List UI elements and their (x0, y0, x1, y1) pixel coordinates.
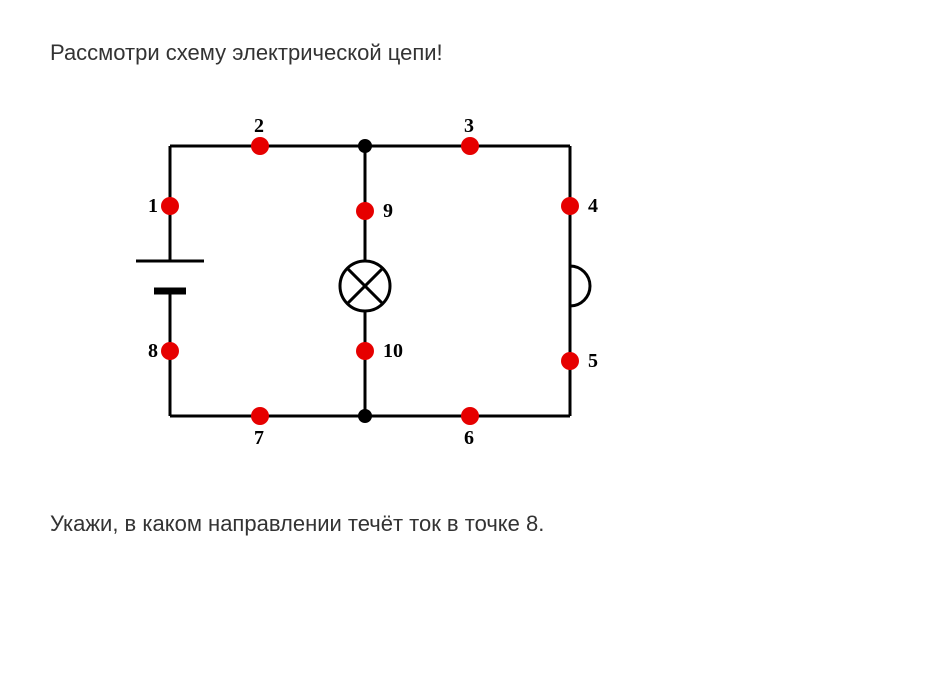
node-5 (561, 352, 579, 370)
node-8 (161, 342, 179, 360)
node-label-5: 5 (588, 350, 598, 372)
node-6 (461, 407, 479, 425)
node-label-8: 8 (148, 340, 158, 362)
node-1 (161, 197, 179, 215)
node-label-6: 6 (464, 427, 474, 449)
node-7 (251, 407, 269, 425)
node-label-4: 4 (588, 195, 598, 217)
circuit-svg: 1 2 3 4 5 6 7 8 9 10 (110, 96, 630, 476)
circuit-diagram: 1 2 3 4 5 6 7 8 9 10 (110, 96, 884, 481)
node-4 (561, 197, 579, 215)
node-3 (461, 137, 479, 155)
node-label-1: 1 (148, 195, 158, 217)
node-2 (251, 137, 269, 155)
node-label-10: 10 (383, 340, 403, 362)
node-9 (356, 202, 374, 220)
node-label-3: 3 (464, 115, 474, 137)
question-line-2: Укажи, в каком направлении течёт ток в т… (50, 511, 884, 537)
node-10 (356, 342, 374, 360)
node-label-7: 7 (254, 427, 264, 449)
node-label-9: 9 (383, 200, 393, 222)
question-line-1: Рассмотри схему электрической цепи! (50, 40, 884, 66)
node-label-2: 2 (254, 115, 264, 137)
